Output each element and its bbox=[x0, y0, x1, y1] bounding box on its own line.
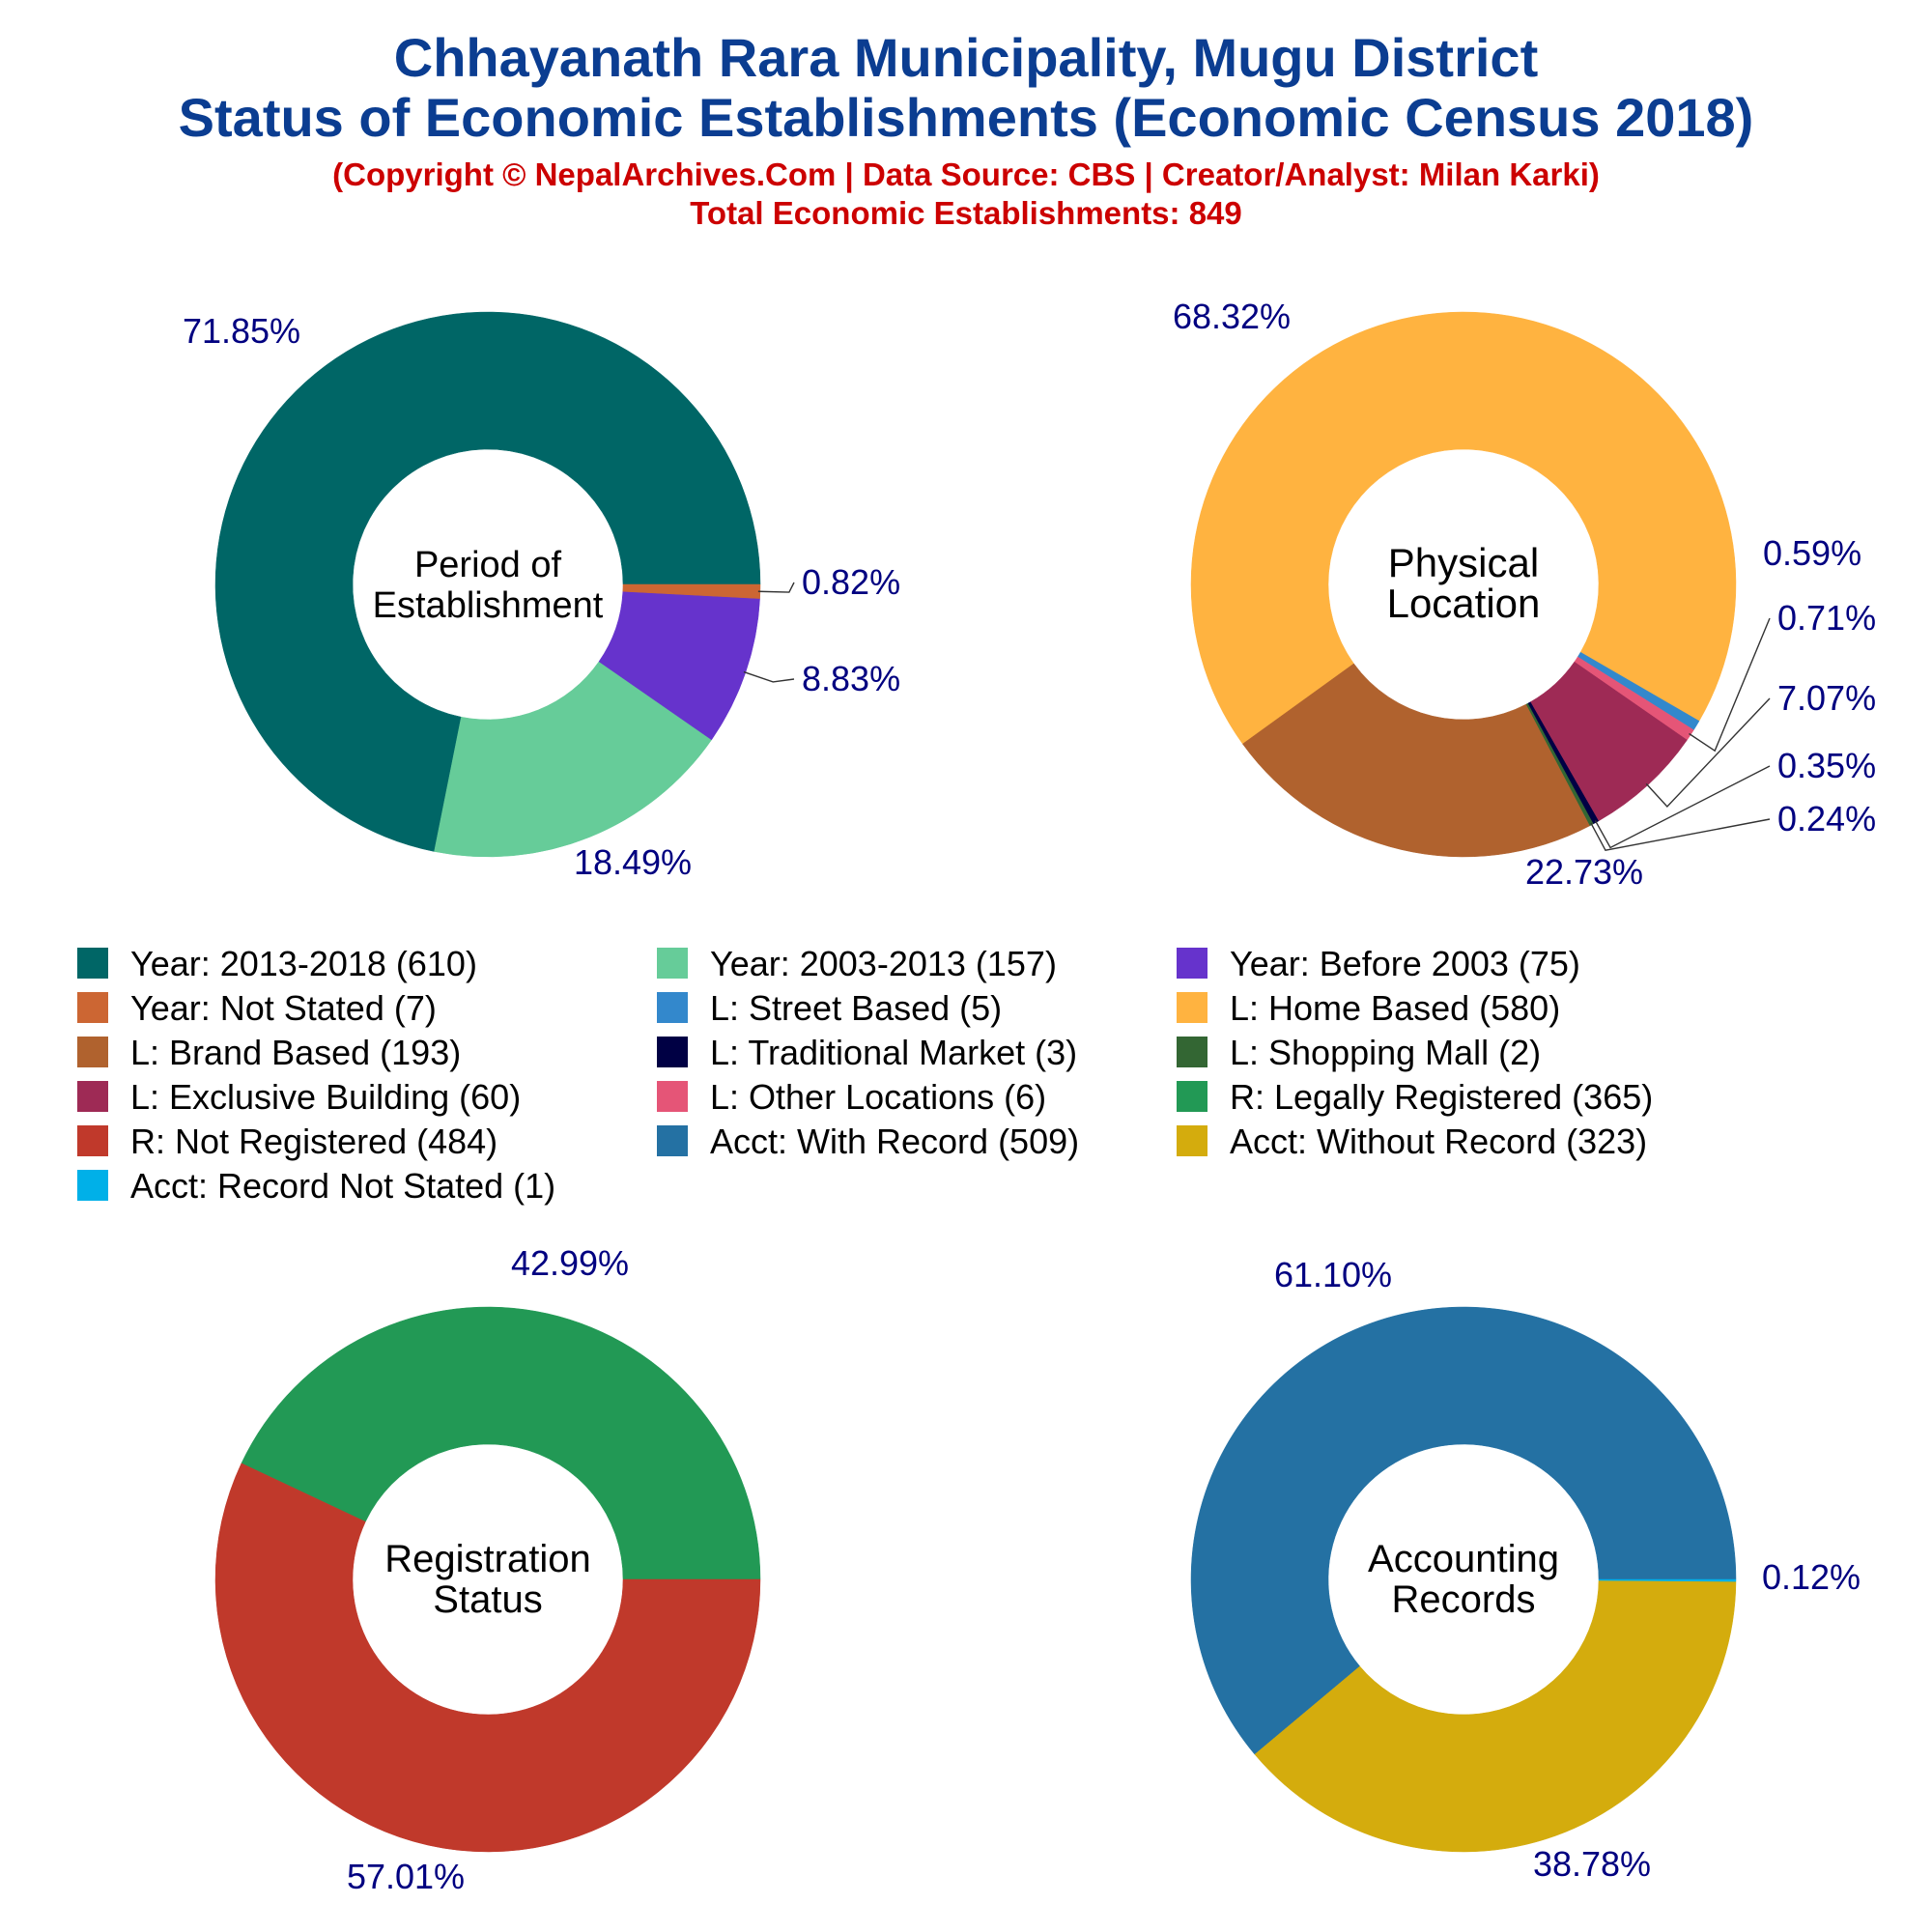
label-leader-line bbox=[743, 670, 795, 683]
slice-percent-label: 22.73% bbox=[1525, 852, 1643, 892]
slice-percent-label: 0.35% bbox=[1777, 746, 1876, 785]
slice-percent-label: 0.59% bbox=[1763, 533, 1861, 573]
legend-swatch bbox=[657, 948, 688, 979]
legend-label: Acct: Record Not Stated (1) bbox=[130, 1166, 555, 1206]
legend-swatch bbox=[1177, 1037, 1208, 1067]
donut-center-label: Accounting bbox=[1368, 1538, 1559, 1580]
donut-center-label: Physical bbox=[1388, 540, 1539, 585]
legend-label: L: Home Based (580) bbox=[1230, 988, 1560, 1028]
legend-swatch bbox=[657, 1081, 688, 1112]
legend-label: L: Other Locations (6) bbox=[710, 1077, 1046, 1117]
legend-swatch bbox=[657, 1125, 688, 1156]
legend-swatch bbox=[1177, 948, 1208, 979]
donut-center-label: Establishment bbox=[373, 585, 604, 626]
slice-percent-label: 0.12% bbox=[1762, 1557, 1861, 1597]
pie-slice bbox=[434, 661, 712, 858]
label-leader-line bbox=[1594, 765, 1771, 849]
donut-center-label: Records bbox=[1392, 1578, 1536, 1621]
pie-slice bbox=[1242, 663, 1591, 858]
pie-slice bbox=[1190, 1306, 1737, 1755]
legend-swatch bbox=[77, 1037, 108, 1067]
legend-label: L: Exclusive Building (60) bbox=[130, 1077, 521, 1117]
legend-swatch bbox=[1177, 1081, 1208, 1112]
legend-label: L: Shopping Mall (2) bbox=[1230, 1033, 1541, 1072]
slice-percent-label: 61.10% bbox=[1274, 1255, 1392, 1294]
legend-label: L: Brand Based (193) bbox=[130, 1033, 461, 1072]
pie-slice bbox=[1577, 651, 1700, 730]
legend-label: Year: Before 2003 (75) bbox=[1230, 944, 1580, 983]
legend-swatch bbox=[77, 1170, 108, 1201]
legend-swatch bbox=[77, 948, 108, 979]
legend-label: R: Not Registered (484) bbox=[130, 1122, 497, 1161]
legend-swatch bbox=[77, 1081, 108, 1112]
label-leader-line bbox=[1689, 617, 1771, 753]
label-leader-line bbox=[1645, 697, 1771, 808]
legend-label: L: Traditional Market (3) bbox=[710, 1033, 1077, 1072]
label-leader-line bbox=[1590, 818, 1771, 852]
donut-center-label: Period of bbox=[414, 545, 562, 585]
legend-label: Year: 2013-2018 (610) bbox=[130, 944, 477, 983]
chart-title: Chhayanath Rara Municipality, Mugu Distr… bbox=[393, 27, 1539, 88]
pie-slice bbox=[1598, 1578, 1737, 1582]
legend-label: Year: Not Stated (7) bbox=[130, 988, 437, 1028]
legend-swatch bbox=[77, 992, 108, 1023]
legend-swatch bbox=[77, 1125, 108, 1156]
legend-swatch bbox=[1177, 1125, 1208, 1156]
total-establishments: Total Economic Establishments: 849 bbox=[690, 195, 1242, 231]
slice-percent-label: 0.82% bbox=[802, 562, 900, 602]
legend-label: L: Street Based (5) bbox=[710, 988, 1002, 1028]
legend-label: R: Legally Registered (365) bbox=[1230, 1077, 1653, 1117]
donut-center-label: Status bbox=[433, 1578, 542, 1621]
legend-label: Acct: Without Record (323) bbox=[1230, 1122, 1647, 1161]
legend-swatch bbox=[657, 1037, 688, 1067]
legend-swatch bbox=[1177, 992, 1208, 1023]
label-leader-line bbox=[757, 582, 795, 593]
slice-percent-label: 71.85% bbox=[183, 311, 300, 351]
slice-percent-label: 38.78% bbox=[1533, 1844, 1651, 1884]
slice-percent-label: 8.83% bbox=[802, 659, 900, 698]
donut-center-label: Location bbox=[1387, 581, 1541, 626]
slice-percent-label: 7.07% bbox=[1777, 678, 1876, 718]
donut-center-label: Registration bbox=[384, 1538, 590, 1580]
copyright-note: (Copyright © NepalArchives.Com | Data So… bbox=[332, 156, 1600, 192]
pie-slice bbox=[1190, 311, 1737, 745]
slice-percent-label: 0.24% bbox=[1777, 799, 1876, 838]
pie-slice bbox=[214, 311, 761, 852]
pie-slice bbox=[214, 1463, 761, 1853]
legend-label: Acct: With Record (509) bbox=[710, 1122, 1079, 1161]
slice-percent-label: 0.71% bbox=[1777, 598, 1876, 638]
legend-label: Year: 2003-2013 (157) bbox=[710, 944, 1057, 983]
legend-swatch bbox=[657, 992, 688, 1023]
pie-slice bbox=[622, 583, 761, 599]
slice-percent-label: 18.49% bbox=[574, 842, 692, 882]
slice-percent-label: 42.99% bbox=[511, 1243, 629, 1283]
pie-slice bbox=[1254, 1579, 1737, 1853]
slice-percent-label: 57.01% bbox=[347, 1857, 465, 1896]
slice-percent-label: 68.32% bbox=[1173, 297, 1291, 336]
chart-subtitle: Status of Economic Establishments (Econo… bbox=[178, 87, 1754, 148]
